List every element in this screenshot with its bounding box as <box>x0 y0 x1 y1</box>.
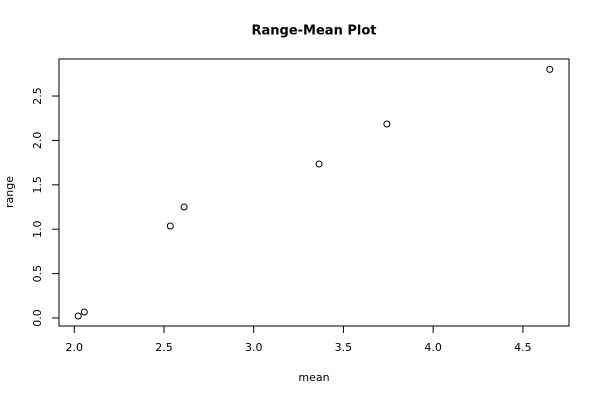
point <box>315 160 323 168</box>
y-tick-label: 2.5 <box>31 87 44 105</box>
x-tick-label: 4.0 <box>424 341 442 354</box>
point <box>383 120 391 128</box>
x-tick-label: 4.5 <box>514 341 532 354</box>
y-tick-label: 0.0 <box>31 309 44 327</box>
y-axis-label: range <box>3 176 16 208</box>
chart-title: Range-Mean Plot <box>252 24 377 39</box>
point <box>166 222 174 230</box>
point <box>80 308 88 316</box>
point <box>74 312 82 320</box>
x-axis-label: mean <box>298 371 329 384</box>
plot-box <box>58 58 570 327</box>
point <box>180 203 188 211</box>
x-tick-label: 2.5 <box>155 341 173 354</box>
x-tick-label: 2.0 <box>66 341 84 354</box>
y-tick-label: 2.0 <box>31 132 44 150</box>
point <box>546 65 554 73</box>
x-tick-label: 3.5 <box>335 341 353 354</box>
y-tick-label: 1.0 <box>31 220 44 238</box>
y-tick-label: 1.5 <box>31 176 44 194</box>
x-tick-label: 3.0 <box>245 341 263 354</box>
y-tick-label: 0.5 <box>31 265 44 283</box>
